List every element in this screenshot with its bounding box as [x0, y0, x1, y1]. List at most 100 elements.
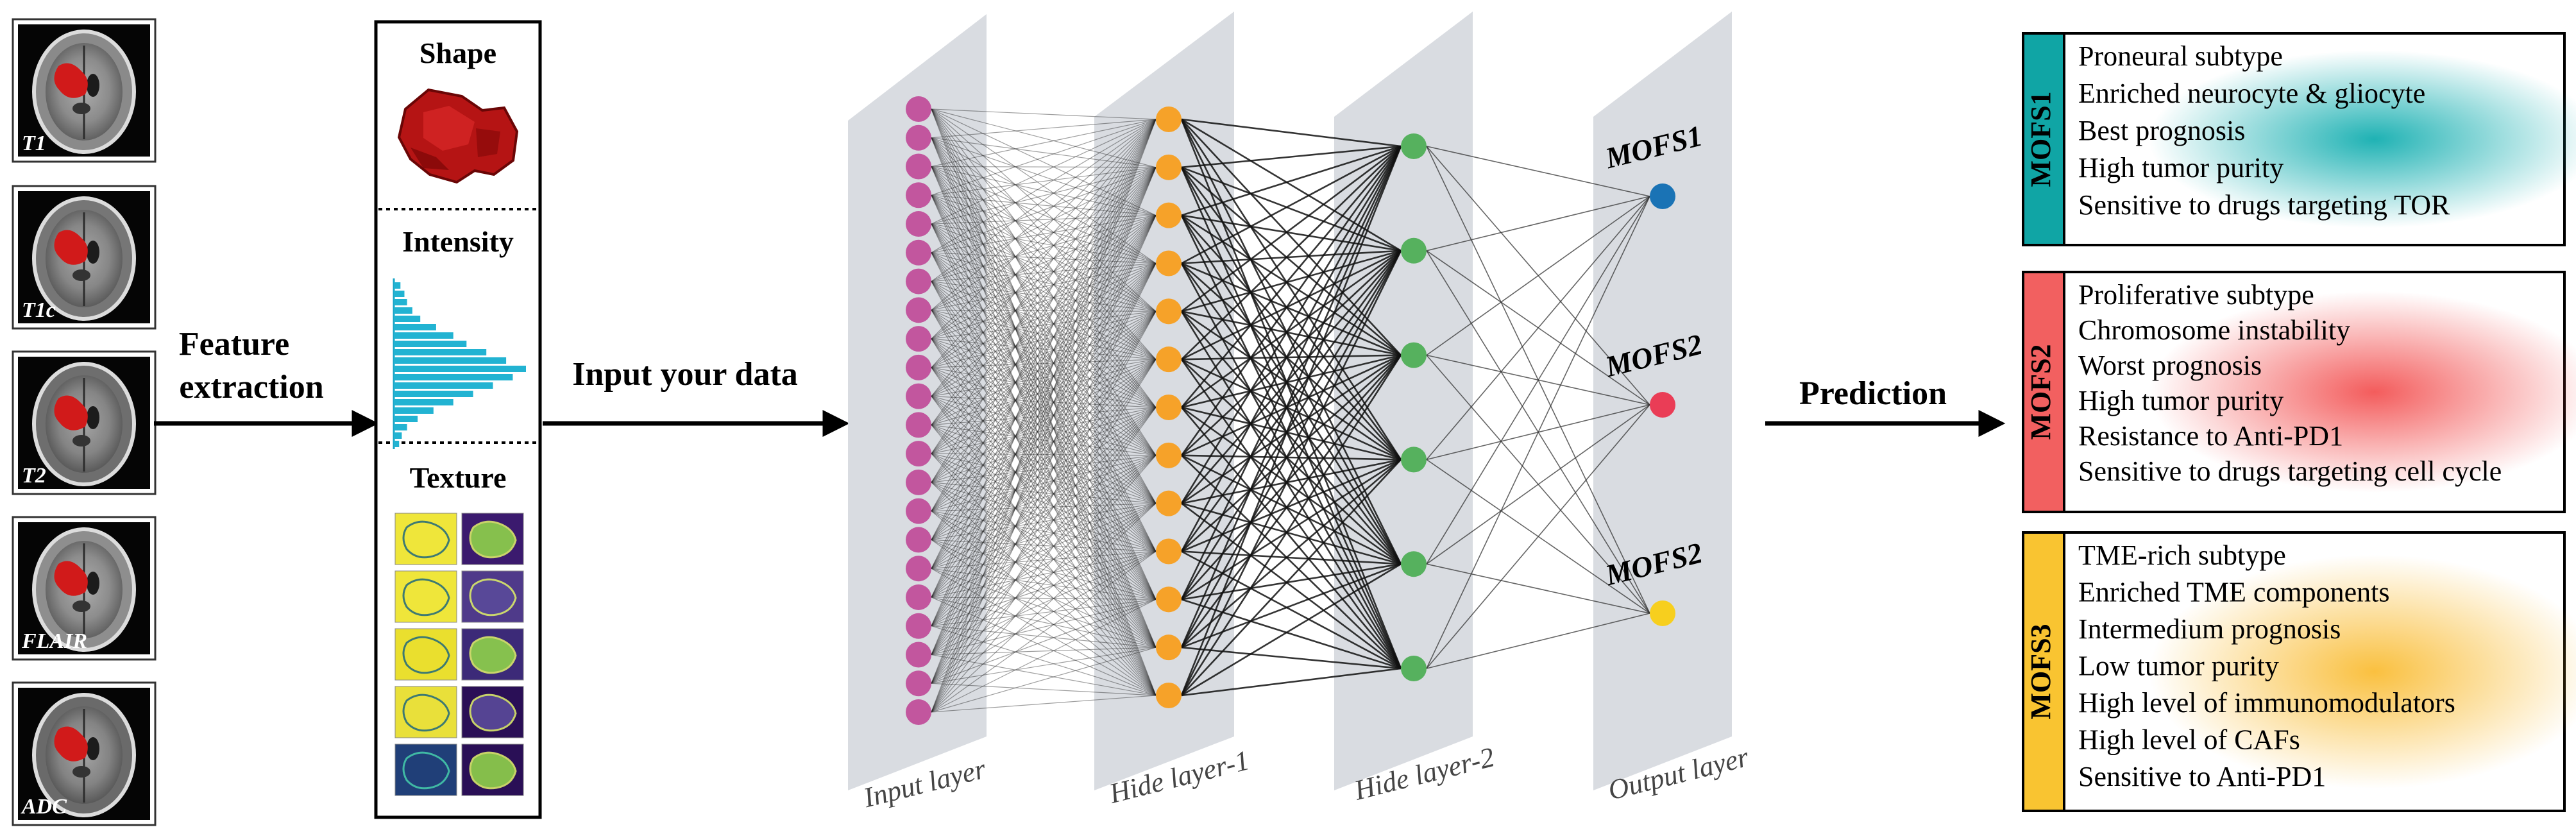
connection-edge	[931, 137, 1157, 168]
connection-edge	[931, 597, 1157, 696]
network-node	[1401, 656, 1427, 681]
connection-edge	[1181, 354, 1402, 552]
connection-edge	[931, 119, 1157, 311]
connection-edge	[931, 166, 1157, 504]
connection-edge	[1181, 311, 1402, 461]
connection-edge	[931, 167, 1157, 713]
connection-edge	[1181, 214, 1402, 252]
connection-edge	[1181, 459, 1402, 649]
connection-edge	[931, 338, 1157, 648]
connection-edge	[931, 455, 1157, 713]
connection-edge	[931, 167, 1157, 311]
subtype-feature-line: High level of CAFs	[2078, 724, 2300, 756]
network-node	[906, 498, 931, 524]
connection-edge	[931, 550, 1157, 569]
network-node	[906, 441, 931, 467]
connection-edge	[931, 424, 1157, 552]
connection-edge	[931, 167, 1157, 483]
connection-edge	[931, 550, 1157, 598]
connection-edge	[931, 309, 1157, 600]
connection-edge	[931, 338, 1157, 408]
network-node	[1156, 202, 1182, 228]
texture-map	[461, 686, 524, 738]
connection-edge	[931, 424, 1157, 600]
connection-edge	[931, 424, 1157, 696]
connection-edge	[1180, 262, 1402, 565]
connection-edge	[931, 453, 1157, 552]
connection-edge	[931, 281, 1157, 456]
histogram-bar	[394, 424, 407, 430]
connection-edge	[1180, 146, 1402, 456]
connection-edge	[931, 215, 1157, 225]
texture-title: Texture	[410, 461, 507, 494]
tumor-overlay-icon	[54, 63, 88, 98]
connection-edge	[931, 119, 1157, 655]
input-data-label: Input your data	[572, 356, 798, 393]
tumor-overlay-icon	[54, 230, 88, 265]
connection-edge	[931, 424, 1157, 504]
connection-edge	[931, 647, 1157, 713]
histogram-bar	[394, 341, 467, 347]
histogram-bar	[394, 357, 507, 364]
connection-edge	[931, 311, 1157, 368]
network-node	[906, 383, 931, 409]
network-node	[1401, 447, 1427, 473]
connection-edge	[931, 252, 1157, 312]
connection-edge	[1426, 404, 1650, 565]
connection-edge	[1181, 359, 1402, 565]
connection-edge	[1180, 359, 1402, 669]
connection-edge	[931, 695, 1157, 713]
network-node	[1156, 106, 1182, 132]
connection-edge	[931, 167, 1157, 196]
network-node	[906, 584, 931, 610]
connection-edge	[931, 108, 1157, 360]
connection-edge	[1181, 145, 1402, 264]
mri-label: T1c	[22, 298, 56, 322]
connection-edge	[931, 263, 1157, 540]
connection-edge	[1181, 250, 1402, 361]
connection-edge	[931, 215, 1157, 540]
connection-edge	[931, 194, 1157, 360]
connection-edge	[931, 597, 1157, 600]
histogram-bar	[394, 399, 453, 405]
subtype-glow	[2149, 554, 2576, 789]
connection-edge	[931, 167, 1157, 425]
connection-edge	[931, 263, 1157, 569]
connection-edge	[931, 407, 1157, 425]
connection-edge	[1180, 167, 1402, 669]
connection-edge	[1180, 146, 1402, 504]
connection-edge	[931, 359, 1157, 483]
connection-edge	[931, 195, 1157, 696]
subtype-box-mofs3: MOFS3 TME-rich subtype Enriched TME compon…	[2022, 531, 2576, 812]
network-node	[906, 699, 931, 725]
connection-edge	[931, 119, 1157, 454]
connection-edge	[931, 263, 1157, 627]
connection-edge	[931, 539, 1157, 552]
connection-edge	[931, 215, 1157, 311]
connection-edge	[931, 407, 1157, 454]
connection-edge	[1426, 196, 1650, 669]
connection-edge	[1181, 250, 1402, 504]
connection-edge	[931, 597, 1157, 648]
subtype-box-mofs1: MOFS1 Proneural subtype Enriched neurocyte…	[2022, 32, 2576, 246]
connection-edge	[931, 455, 1157, 598]
texture-map	[394, 628, 457, 681]
connection-edge	[1180, 146, 1402, 552]
connection-edge	[931, 311, 1157, 454]
connection-edge	[931, 167, 1157, 225]
connection-edge	[1181, 459, 1402, 696]
connection-edge	[931, 281, 1157, 504]
connection-edge	[931, 453, 1157, 504]
connection-edge	[931, 482, 1157, 504]
output-node	[1650, 600, 1675, 626]
network-node	[906, 124, 931, 151]
subtype-tag: MOFS3	[2025, 624, 2056, 719]
histogram-bar	[394, 349, 487, 355]
network-node	[906, 670, 931, 697]
mri-label: T1	[22, 132, 46, 155]
connection-edge	[931, 166, 1157, 408]
connection-edge	[931, 252, 1157, 504]
shape-title: Shape	[419, 37, 496, 69]
network-node	[906, 412, 931, 438]
